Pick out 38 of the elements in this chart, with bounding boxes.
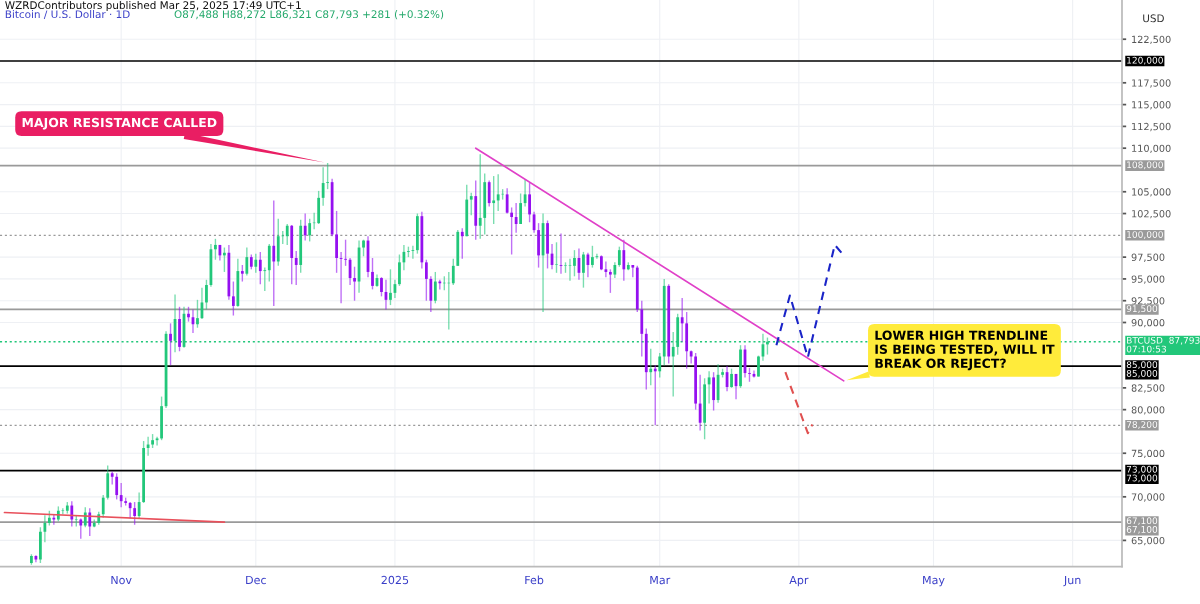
ref-line-label: 100,000 bbox=[1127, 231, 1163, 239]
y-tick-label: 80,000 bbox=[1131, 406, 1165, 415]
ref-line-label: 91,500 bbox=[1126, 305, 1158, 313]
x-tick-label: May bbox=[923, 575, 945, 587]
annotation: MAJOR RESISTANCE CALLED bbox=[22, 117, 217, 130]
y-tick-label: 105,000 bbox=[1132, 188, 1171, 197]
y-tick-label: 110,000 bbox=[1132, 144, 1171, 153]
x-tick-label: 2025 bbox=[381, 575, 409, 585]
text: Bitcoin / U.S. Dollar · 1D bbox=[5, 10, 130, 19]
y-tick-label: 70,000 bbox=[1131, 493, 1165, 502]
ref-line-label: BTCUSD 87,793 07:10:53 bbox=[1126, 336, 1200, 353]
x-tick-label: Dec bbox=[246, 575, 266, 585]
y-tick-label: 92,500 bbox=[1131, 297, 1165, 306]
y-tick-label: 122,500 bbox=[1132, 35, 1171, 45]
ref-line-label: 67,100 67,100 bbox=[1126, 517, 1158, 534]
ref-line-label: 73,000 73,000 bbox=[1126, 465, 1158, 483]
y-tick-label: 97,500 bbox=[1131, 253, 1165, 262]
x-tick-label: Feb bbox=[525, 575, 544, 585]
ref-line-label: 85,000 85,000 bbox=[1126, 361, 1158, 378]
y-tick-label: 82,500 bbox=[1131, 384, 1165, 393]
y-tick-label: 95,000 bbox=[1131, 275, 1165, 284]
y-tick-label: 65,000 bbox=[1131, 536, 1165, 546]
text: O87,488 H88,272 L86,321 C87,793 +281 (+0.32%) bbox=[174, 10, 444, 20]
y-tick-label: 90,000 bbox=[1131, 318, 1165, 328]
ref-line-label: 120,000 bbox=[1127, 56, 1163, 65]
y-tick-label: 115,000 bbox=[1132, 101, 1171, 110]
ref-line-label: 78,200 bbox=[1126, 421, 1158, 429]
x-tick-label: Mar bbox=[650, 575, 671, 585]
ref-line-label: 108,000 bbox=[1127, 161, 1163, 170]
y-tick-label: 102,500 bbox=[1132, 210, 1171, 219]
x-tick-label: Jun bbox=[1063, 575, 1081, 587]
annotation: LOWER HIGH TRENDLINE IS BEING TESTED, WILL IT BREAK OR REJECT? bbox=[875, 330, 1055, 371]
y-axis-title: USD bbox=[1143, 14, 1164, 23]
y-tick-label: 112,500 bbox=[1132, 122, 1171, 132]
x-tick-label: Apr bbox=[789, 575, 809, 587]
x-tick-label: Nov bbox=[111, 575, 132, 585]
y-tick-label: 117,500 bbox=[1132, 79, 1171, 88]
y-tick-label: 75,000 bbox=[1131, 449, 1165, 459]
